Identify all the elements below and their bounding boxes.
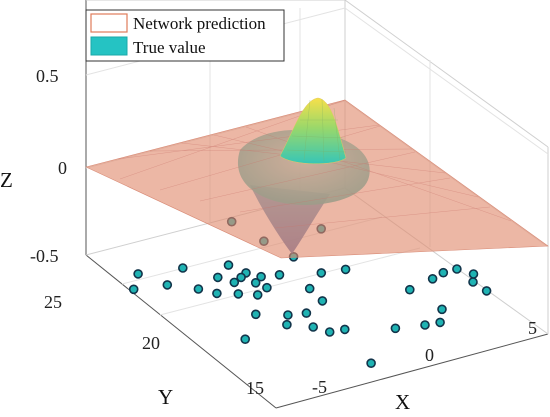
legend-swatch-true-value bbox=[90, 36, 128, 56]
sample-point bbox=[240, 334, 250, 345]
z-axis-label: Z bbox=[0, 168, 13, 192]
y-tick-label: 25 bbox=[44, 292, 62, 312]
sample-point bbox=[316, 268, 327, 278]
y-tick-label: 15 bbox=[246, 378, 264, 398]
sample-point bbox=[256, 271, 266, 282]
sample-point bbox=[468, 277, 478, 287]
z-tick-label: 0.5 bbox=[36, 66, 59, 86]
sample-point bbox=[308, 322, 319, 332]
y-axis-ticks: 25 20 15 bbox=[44, 292, 264, 398]
sample-point bbox=[251, 309, 261, 320]
surface-peak bbox=[279, 97, 347, 165]
legend-label-true-value: True value bbox=[133, 38, 206, 57]
x-tick-label: 5 bbox=[528, 318, 537, 338]
sample-point bbox=[390, 323, 401, 334]
sample-point bbox=[212, 288, 222, 299]
sample-point bbox=[213, 272, 223, 283]
sample-point bbox=[420, 320, 430, 330]
network-prediction-surface bbox=[85, 99, 549, 259]
y-axis-label: Y bbox=[158, 385, 173, 409]
y-tick-label: 20 bbox=[142, 333, 160, 353]
sample-point bbox=[223, 260, 234, 270]
sample-point bbox=[340, 264, 351, 275]
legend-swatch-network-prediction bbox=[90, 13, 128, 33]
sample-point bbox=[437, 304, 447, 315]
legend: Network prediction True value bbox=[85, 9, 285, 62]
sample-point bbox=[317, 296, 328, 306]
sample-point bbox=[262, 282, 272, 293]
sample-point bbox=[438, 267, 449, 278]
sample-point bbox=[250, 277, 261, 288]
sample-point bbox=[481, 286, 492, 296]
sample-point bbox=[427, 273, 438, 284]
sample-point bbox=[178, 263, 188, 273]
sample-points bbox=[128, 216, 492, 369]
sample-point bbox=[339, 324, 350, 335]
x-tick-label: -5 bbox=[312, 377, 327, 397]
sample-point bbox=[162, 280, 173, 290]
x-axis-label: X bbox=[395, 390, 410, 414]
sample-point bbox=[324, 327, 335, 337]
legend-label-network-prediction: Network prediction bbox=[133, 14, 266, 33]
sample-point bbox=[233, 289, 244, 299]
sample-point bbox=[236, 272, 246, 283]
z-tick-label: 0 bbox=[58, 158, 67, 178]
sample-point bbox=[128, 284, 139, 295]
sample-point bbox=[452, 264, 462, 274]
sample-point bbox=[468, 269, 479, 279]
z-axis-ticks: 0.5 0 -0.5 bbox=[30, 66, 67, 266]
sample-point bbox=[193, 284, 204, 294]
sample-point bbox=[301, 308, 312, 318]
sample-point bbox=[133, 269, 143, 279]
sample-point bbox=[435, 317, 445, 328]
sample-point bbox=[229, 277, 240, 288]
sample-point bbox=[304, 283, 315, 294]
sample-point bbox=[252, 290, 263, 300]
x-tick-label: 0 bbox=[425, 345, 434, 365]
sample-point bbox=[282, 319, 292, 330]
sample-point bbox=[283, 310, 293, 320]
sample-point bbox=[274, 269, 285, 280]
sample-point bbox=[404, 284, 415, 295]
z-tick-label: -0.5 bbox=[30, 246, 59, 266]
sample-point bbox=[366, 358, 376, 369]
x-axis-ticks: -5 0 5 bbox=[312, 318, 537, 397]
prediction-plane bbox=[85, 99, 549, 259]
